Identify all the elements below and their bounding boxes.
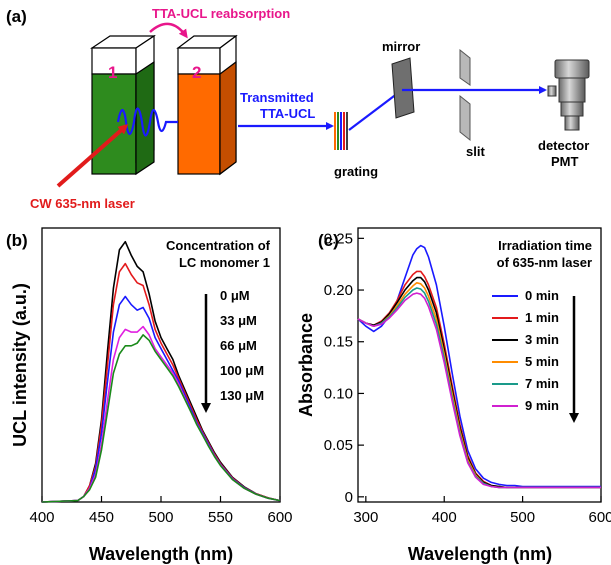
y-axis-title-c: Absorbance [296, 313, 316, 417]
panel-c-label: (c) [318, 231, 339, 250]
legend-item: 0 min [525, 288, 559, 303]
laser-beam [56, 124, 129, 188]
legend-item: 3 min [525, 332, 559, 347]
axis-ticks-c: 300 400 500 600 0 0.05 0.10 0.15 0.20 0.25 [324, 230, 611, 526]
cuvette-2-number: 2 [192, 63, 201, 82]
slit [459, 48, 471, 142]
y-tick-label: 0.20 [324, 282, 353, 299]
laser-label: CW 635-nm laser [30, 196, 135, 211]
series-line-5 [357, 292, 601, 489]
legend-item: 5 min [525, 354, 559, 369]
legend-b: 0 μM 33 μM 66 μM 100 μM 130 μM [220, 288, 264, 403]
legend-item: 7 min [525, 376, 559, 391]
x-tick-label: 600 [588, 509, 611, 526]
panel-a: (a) TTA-UCL reabsorption 1 2 CW 635-nm l… [6, 6, 590, 211]
detector-label-1: detector [538, 138, 589, 153]
grating-label: grating [334, 164, 378, 179]
legend-item: 66 μM [220, 338, 257, 353]
series-c [357, 244, 601, 489]
x-axis-title-b: Wavelength (nm) [89, 544, 233, 564]
x-tick-label: 450 [89, 509, 114, 526]
panel-a-label: (a) [6, 7, 27, 26]
reabsorption-label: TTA-UCL reabsorption [152, 6, 290, 21]
legend-c-title-2: of 635-nm laser [497, 255, 592, 270]
panel-b-label: (b) [6, 231, 28, 250]
legend-item: 130 μM [220, 388, 264, 403]
grating [334, 112, 348, 150]
mirror [391, 57, 415, 119]
ucl-wave [116, 107, 178, 137]
transmitted-label-1: Transmitted [240, 90, 314, 105]
y-tick-label: 0.25 [324, 230, 353, 247]
x-tick-label: 400 [432, 509, 457, 526]
detector [547, 59, 590, 131]
cuvette-2: 2 [176, 34, 238, 176]
x-tick-label: 400 [29, 509, 54, 526]
series-b [41, 240, 281, 503]
legend-c-title-1: Irradiation time [498, 238, 592, 253]
x-tick-label: 600 [267, 509, 292, 526]
legend-item: 0 μM [220, 288, 250, 303]
legend-item: 100 μM [220, 363, 264, 378]
y-tick-label: 0 [345, 489, 353, 506]
series-line-4 [41, 334, 281, 503]
x-tick-label: 500 [148, 509, 173, 526]
x-ticks-b: 400 450 500 550 600 [29, 496, 293, 526]
legend-b-title-2: LC monomer 1 [179, 255, 270, 270]
slit-label: slit [466, 144, 485, 159]
x-tick-label: 300 [353, 509, 378, 526]
detector-label-2: PMT [551, 154, 579, 169]
mirror-label: mirror [382, 39, 420, 54]
beam-to-mirror [348, 89, 403, 131]
panel-c: (c) 300 400 500 600 0 0.05 0.10 0.15 0.20 0.25 Wa… [296, 227, 611, 564]
x-tick-label: 500 [510, 509, 535, 526]
x-axis-title-c: Wavelength (nm) [408, 544, 552, 564]
plot-frame-c [357, 227, 602, 503]
legend-item: 33 μM [220, 313, 257, 328]
series-line-1 [357, 270, 601, 489]
legend-item: 9 min [525, 398, 559, 413]
legend-b-title-1: Concentration of [166, 238, 271, 253]
y-tick-label: 0.05 [324, 437, 353, 454]
cuvette-1-number: 1 [108, 63, 117, 82]
series-line-4 [357, 287, 601, 489]
reabsorption-arrow [149, 22, 188, 39]
panel-b: (b) 400 450 500 550 600 Wavelength (nm) UCL … [6, 227, 293, 564]
y-tick-label: 0.15 [324, 334, 353, 351]
series-line-0 [357, 244, 601, 488]
y-axis-title-b: UCL intensity (a.u.) [10, 283, 30, 447]
x-tick-label: 550 [208, 509, 233, 526]
y-tick-label: 0.10 [324, 385, 353, 402]
legend-item: 1 min [525, 310, 559, 325]
cuvette-1: 1 [90, 34, 156, 176]
transmitted-label-2: TTA-UCL [260, 106, 315, 121]
legend-c: 0 min 1 min 3 min 5 min 7 min 9 min [492, 288, 559, 413]
